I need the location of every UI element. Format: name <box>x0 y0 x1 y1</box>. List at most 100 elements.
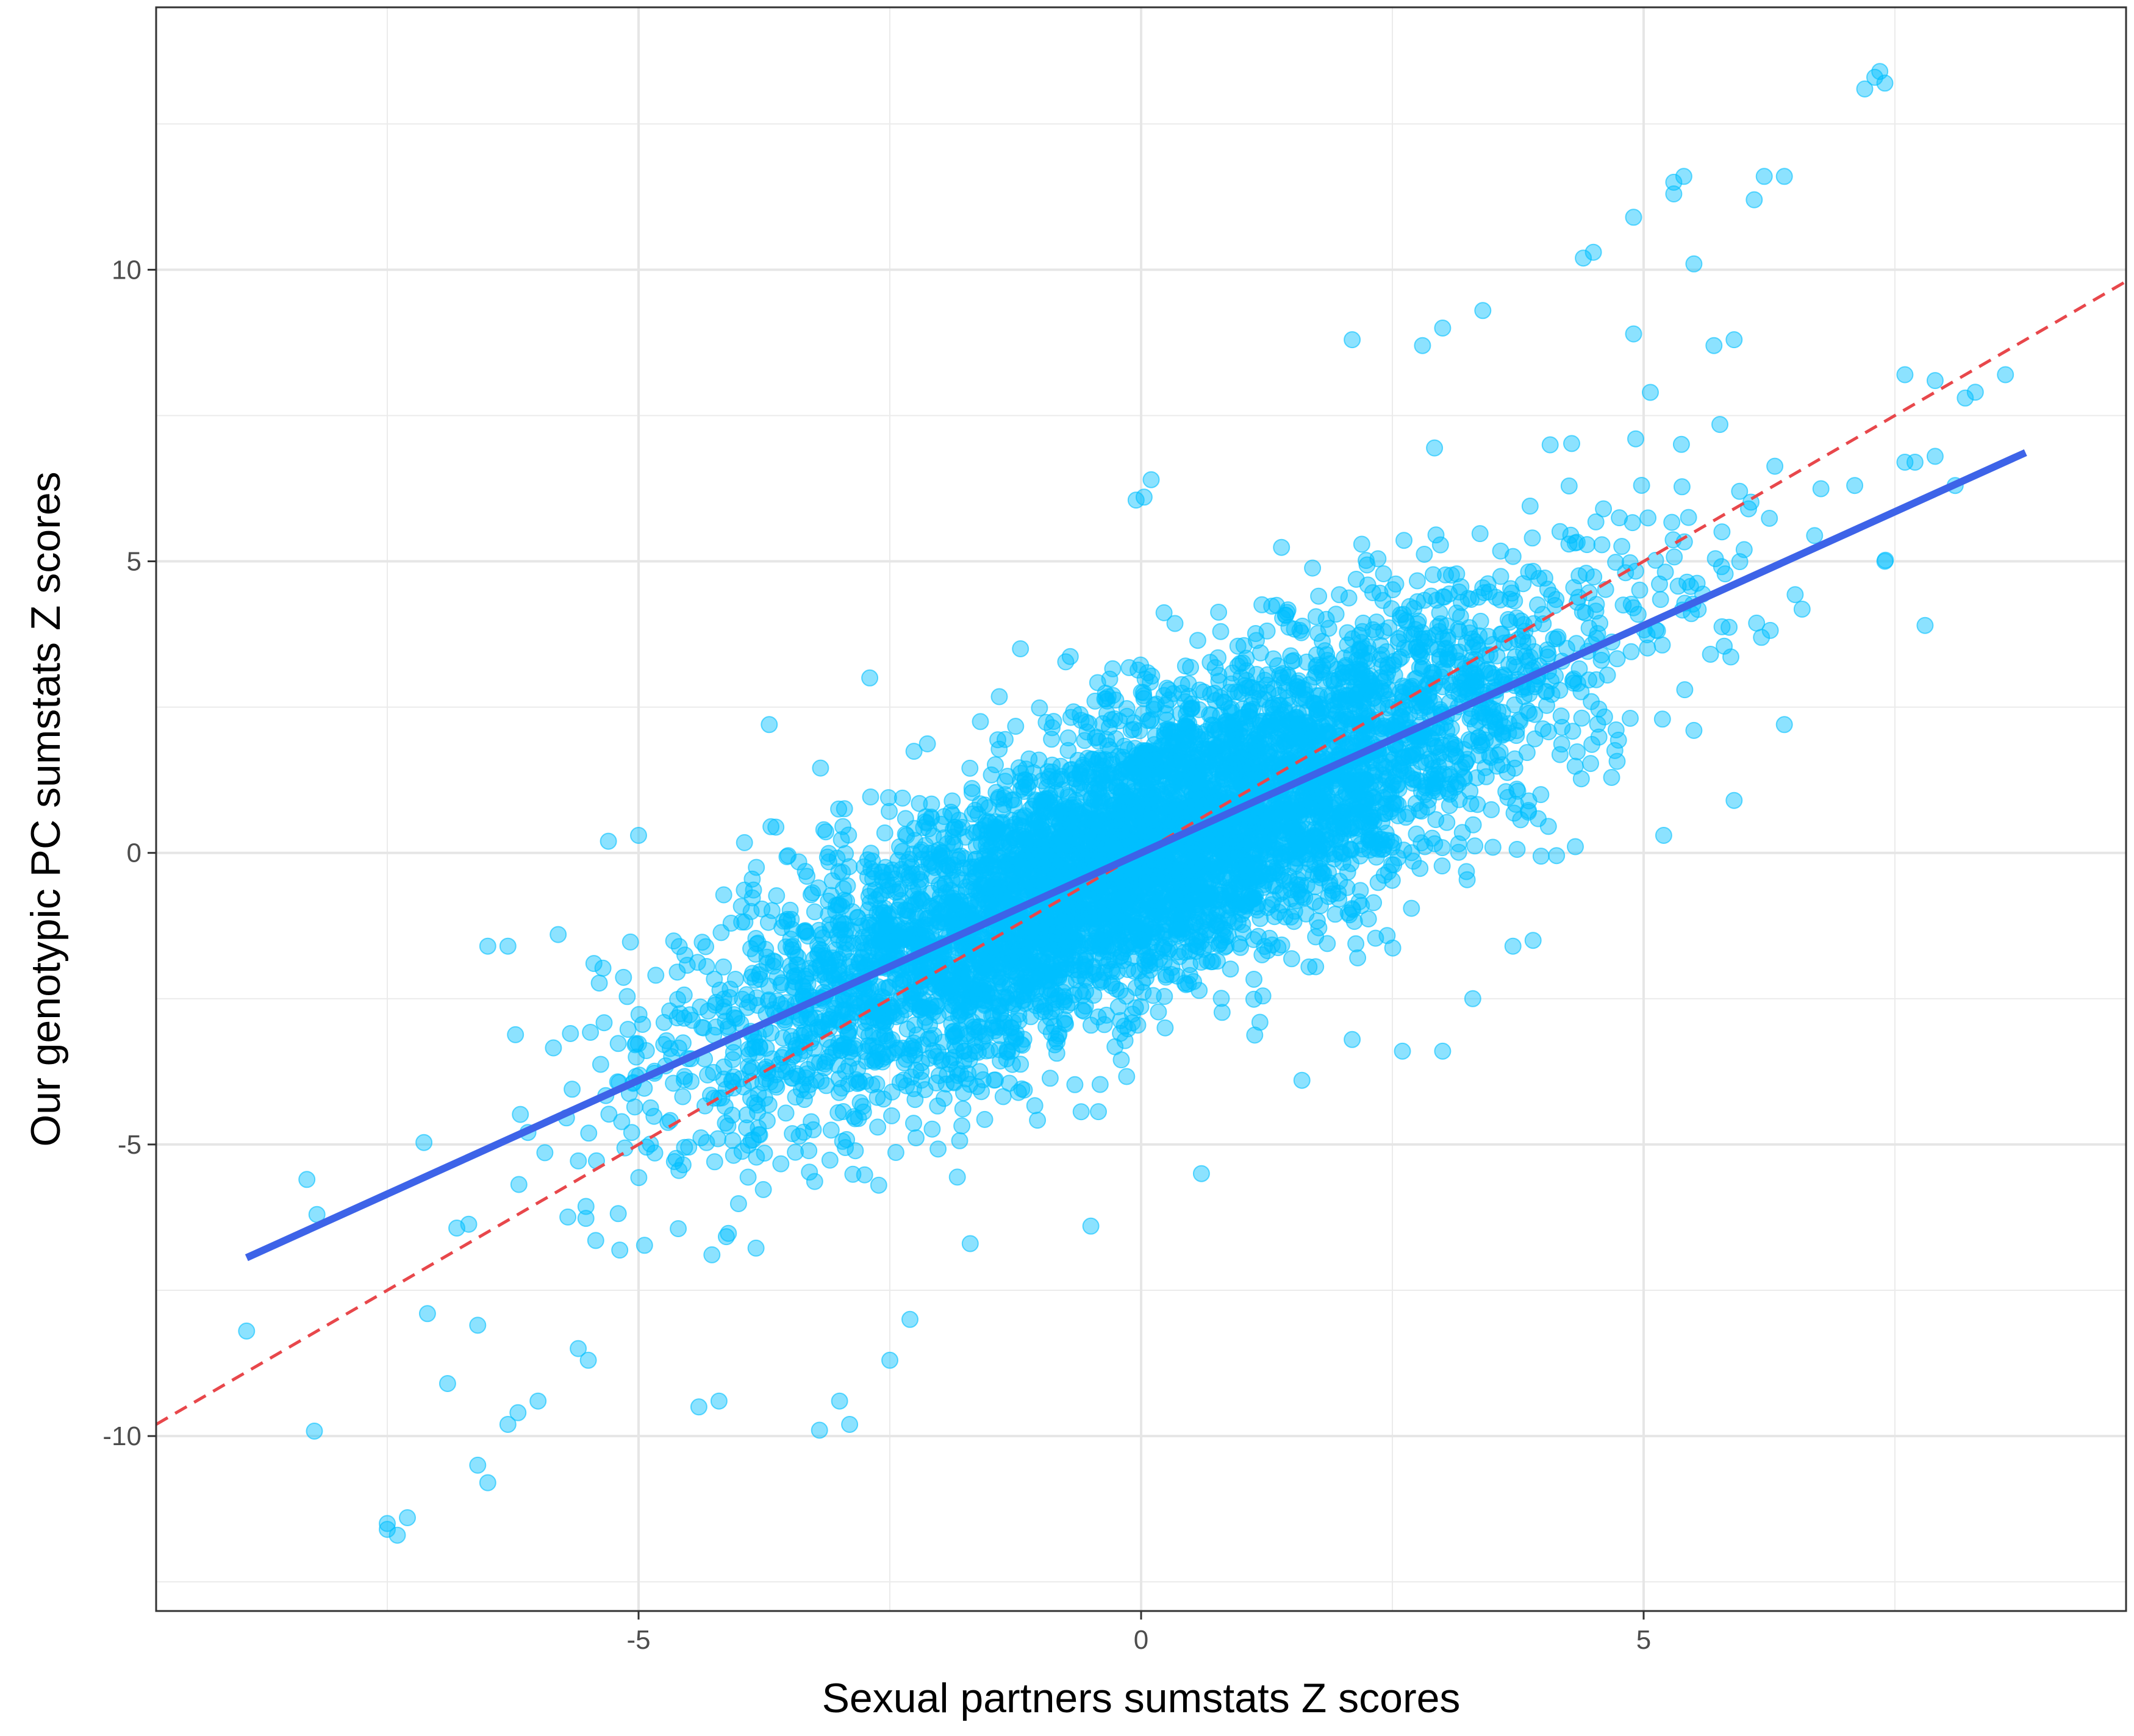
scatter-point <box>618 988 636 1006</box>
scatter-point <box>879 789 897 807</box>
scatter-point <box>740 1137 757 1154</box>
scatter-point <box>1761 621 1779 639</box>
scatter-point <box>626 1098 643 1116</box>
scatter-point <box>1812 480 1830 498</box>
scatter-point <box>1307 958 1325 976</box>
scatter-point <box>559 1208 577 1226</box>
scatter-point <box>1766 457 1784 475</box>
scatter-point <box>1075 1002 1093 1020</box>
scatter-point <box>1090 1103 1107 1121</box>
scatter-point <box>1015 991 1033 1009</box>
scatter-point <box>1532 786 1550 804</box>
scatter-point <box>1395 532 1413 549</box>
scatter-point <box>1266 908 1283 926</box>
scatter-point <box>850 1073 868 1090</box>
scatter-point <box>609 1035 627 1052</box>
scatter-point <box>795 1091 813 1109</box>
scatter-point <box>703 1246 721 1263</box>
scatter-point <box>905 1115 922 1132</box>
scatter-point <box>609 1205 627 1223</box>
scatter-point <box>739 1168 757 1186</box>
scatter-point <box>1731 482 1749 500</box>
scatter-point <box>748 1096 766 1114</box>
scatter-point <box>1273 538 1291 556</box>
scatter-point <box>1104 660 1122 677</box>
scatter-point <box>642 1099 659 1116</box>
scatter-point <box>724 1132 742 1149</box>
scatter-point <box>512 1106 529 1123</box>
scatter-point <box>1608 752 1626 770</box>
scatter-point <box>918 735 936 752</box>
scatter-point <box>1195 683 1212 701</box>
scatter-point <box>772 1155 790 1173</box>
scatter-point <box>415 1134 433 1151</box>
scatter-point <box>767 818 785 836</box>
scatter-point <box>636 1237 653 1254</box>
scatter-point <box>1639 639 1656 657</box>
scatter-point <box>1672 435 1690 453</box>
scatter-point <box>787 1143 804 1161</box>
scatter-point <box>736 913 754 931</box>
scatter-point <box>925 827 942 845</box>
scatter-point <box>1250 927 1267 945</box>
scatter-point <box>1189 632 1206 649</box>
scatter-point <box>768 887 786 904</box>
scatter-point <box>1566 757 1584 775</box>
scatter-point <box>1450 835 1467 852</box>
scatter-point <box>1560 477 1578 495</box>
scatter-point <box>1300 958 1318 976</box>
scatter-point <box>876 824 893 841</box>
scatter-point <box>1702 646 1719 663</box>
scatter-point <box>862 788 879 805</box>
scatter-point <box>668 1009 686 1027</box>
scatter-point <box>1458 871 1476 888</box>
scatter-point <box>967 1043 984 1060</box>
scatter-point <box>1232 938 1249 956</box>
scatter-point <box>985 1071 1003 1089</box>
scatter-point <box>951 1132 969 1149</box>
scatter-point <box>961 759 979 777</box>
scatter-point <box>1508 841 1526 858</box>
scatter-point <box>821 1151 839 1169</box>
scatter-point <box>1560 535 1578 553</box>
scatter-point <box>675 986 693 1004</box>
scatter-point <box>1548 847 1566 865</box>
scatter-point <box>822 887 840 904</box>
scatter-point <box>1263 936 1281 954</box>
scatter-point <box>1307 608 1325 626</box>
scatter-point <box>1021 773 1039 790</box>
scatter-point <box>1264 650 1282 668</box>
scatter-point <box>812 759 829 777</box>
scatter-point <box>1593 536 1611 554</box>
scatter-point <box>987 756 1004 774</box>
scatter-point <box>630 1169 648 1187</box>
scatter-point <box>908 1129 925 1146</box>
scatter-point <box>833 1079 851 1097</box>
scatter-points <box>238 63 2014 1544</box>
scatter-point <box>1711 416 1728 434</box>
scatter-point <box>1608 650 1626 668</box>
scatter-point <box>1403 899 1420 917</box>
scatter-point <box>630 1006 648 1023</box>
scatter-point <box>1524 529 1541 547</box>
scatter-point <box>1676 681 1694 699</box>
scatter-point <box>590 974 608 992</box>
scatter-point <box>536 1144 554 1162</box>
scatter-point <box>613 1113 631 1131</box>
scatter-point <box>1031 699 1048 716</box>
scatter-point <box>619 1021 637 1038</box>
scatter-point <box>897 810 914 827</box>
scatter-point <box>929 1140 947 1158</box>
scatter-point <box>1680 509 1697 526</box>
scatter-point <box>1450 791 1468 809</box>
scatter-point <box>1056 1011 1073 1029</box>
scatter-point <box>1653 636 1671 654</box>
scatter-point <box>1492 568 1509 585</box>
scatter-point <box>1553 735 1570 753</box>
scatter-point <box>1590 728 1608 746</box>
scatter-point <box>1304 559 1322 577</box>
scatter-point <box>621 933 639 951</box>
scatter-point <box>1212 990 1230 1007</box>
scatter-point <box>1713 618 1731 635</box>
scatter-point <box>1066 1076 1084 1093</box>
